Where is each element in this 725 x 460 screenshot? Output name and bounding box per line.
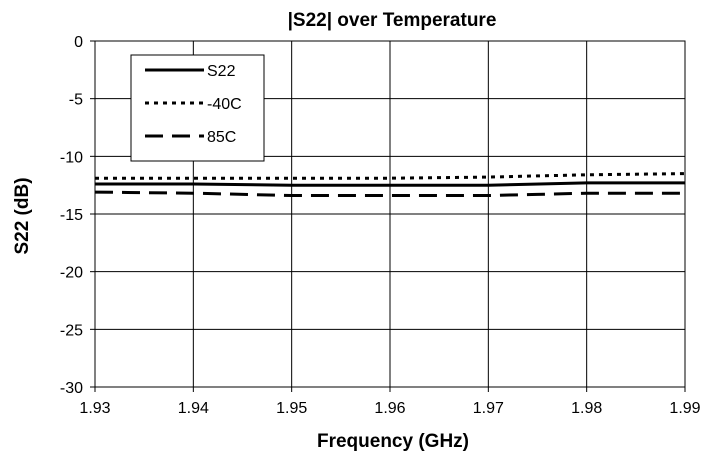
- series-line-85c: [94, 190, 685, 197]
- y-tick-label: -20: [60, 265, 83, 282]
- y-tick-label: -5: [69, 92, 83, 109]
- y-tick-label: -25: [60, 322, 83, 339]
- legend-label: -40C: [207, 96, 242, 113]
- x-tick-label: 1.96: [374, 400, 405, 417]
- x-tick-label: 1.94: [178, 400, 209, 417]
- x-tick-label: 1.95: [276, 400, 307, 417]
- x-tick-label: 1.99: [669, 400, 700, 417]
- legend-label: 85C: [207, 129, 236, 146]
- legend-box: [130, 54, 265, 162]
- legend: S22 -40C 85C: [130, 54, 265, 162]
- x-axis: 1.93 1.94 1.95 1.96 1.97 1.98 1.99: [79, 387, 701, 417]
- legend-label: S22: [207, 63, 236, 80]
- y-axis: 0 -5 -10 -15 -20 -25 -30: [60, 34, 95, 397]
- series-layer: [94, 172, 686, 197]
- series-line-40c: [95, 172, 686, 180]
- y-tick-label: -10: [60, 149, 83, 166]
- y-tick-label: -15: [60, 207, 83, 224]
- x-tick-label: 1.93: [79, 400, 110, 417]
- series-line-s22: [95, 181, 685, 187]
- x-tick-label: 1.98: [571, 400, 602, 417]
- y-tick-label: -30: [60, 380, 83, 397]
- y-tick-label: 0: [74, 34, 83, 51]
- y-axis-title: S22 (dB): [12, 177, 33, 254]
- x-tick-label: 1.97: [473, 400, 504, 417]
- chart-title: |S22| over Temperature: [288, 10, 497, 31]
- x-axis-title: Frequency (GHz): [317, 431, 469, 452]
